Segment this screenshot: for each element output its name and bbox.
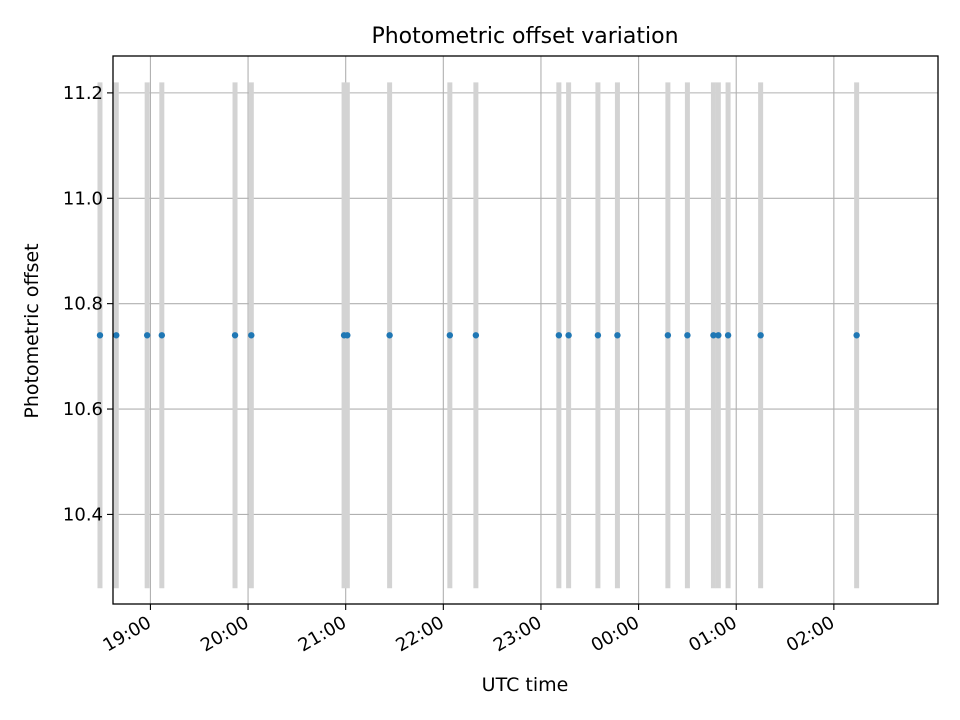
data-point <box>757 332 764 339</box>
data-point <box>684 332 691 339</box>
x-axis-label: UTC time <box>482 674 569 696</box>
data-point <box>143 332 151 339</box>
data-point <box>248 332 255 339</box>
data-point <box>472 332 480 339</box>
y-tick-label: 11.0 <box>63 188 103 209</box>
data-point <box>614 332 621 339</box>
y-tick-label: 11.2 <box>63 83 103 104</box>
y-axis-ticks: 10.4 10.6 10.8 11.0 11.2 <box>63 83 113 525</box>
data-point <box>344 332 351 339</box>
data-point <box>158 332 166 339</box>
data-point <box>853 332 860 339</box>
data-point <box>710 332 717 339</box>
data-point <box>446 332 454 339</box>
data-point <box>715 332 722 339</box>
data-point <box>594 332 602 339</box>
data-point <box>96 332 104 339</box>
data-point <box>565 332 572 339</box>
data-points <box>96 332 860 339</box>
data-point <box>231 332 239 339</box>
data-point <box>113 332 120 339</box>
data-point <box>386 332 393 339</box>
plot-frame <box>112 55 939 605</box>
data-point <box>664 332 672 339</box>
y-tick-label: 10.8 <box>63 294 103 315</box>
y-tick-label: 10.4 <box>63 504 103 525</box>
y-axis-label: Photometric offset <box>21 243 43 418</box>
chart-title: Photometric offset variation <box>371 24 678 49</box>
data-point <box>724 332 732 339</box>
data-point <box>555 332 563 339</box>
y-tick-label: 10.6 <box>63 399 103 420</box>
